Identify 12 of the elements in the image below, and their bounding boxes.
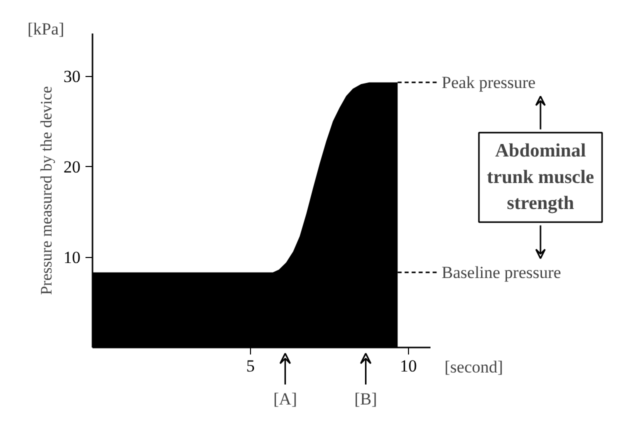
y-axis-title: Pressure measured by the device	[38, 86, 56, 295]
x-axis-title: [second]	[444, 358, 504, 376]
y-tick-label: 10	[64, 248, 80, 268]
text: [kPa]	[28, 20, 64, 38]
y-tick-label: 20	[64, 158, 80, 177]
text: Abdominal trunk muscle strength	[486, 140, 594, 214]
y-tick-label: 30	[64, 67, 80, 86]
x-tick-label: 5	[246, 356, 255, 376]
ref-line-label: Peak pressure	[442, 72, 536, 92]
annotation: [A]	[273, 390, 297, 408]
annotation: [B]	[354, 390, 378, 408]
ref-line-label: Baseline pressure	[442, 262, 562, 282]
